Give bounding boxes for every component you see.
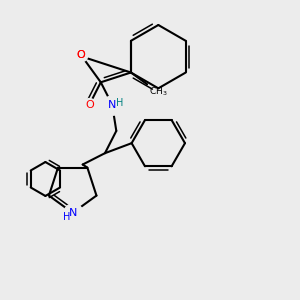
Text: H: H — [63, 212, 70, 222]
Text: H: H — [116, 98, 123, 108]
Text: O: O — [85, 100, 94, 110]
Text: N: N — [108, 100, 116, 110]
Text: O: O — [76, 50, 85, 60]
Text: O: O — [76, 50, 85, 60]
Text: N: N — [68, 208, 77, 218]
Text: CH$_3$: CH$_3$ — [149, 86, 167, 98]
